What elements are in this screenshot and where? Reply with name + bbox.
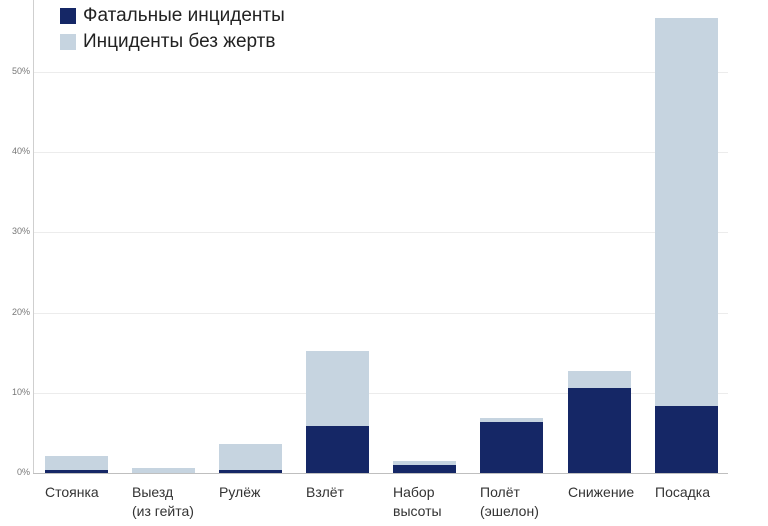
bar-segment-nonfatal — [219, 444, 282, 470]
x-tick-label: Взлёт — [306, 484, 344, 500]
bar-segment-fatal — [480, 422, 543, 473]
x-tick-label: Выезд (из гейта) — [132, 484, 194, 519]
x-tick-label: Снижение — [568, 484, 635, 500]
x-tick-label: Набор высоты — [393, 484, 442, 519]
legend-swatch-nonfatal — [60, 34, 76, 50]
bar-segment-nonfatal — [655, 18, 718, 406]
x-tick-label: Посадка — [655, 484, 711, 500]
bar-segment-nonfatal — [45, 456, 108, 470]
y-tick-label: 20% — [11, 306, 30, 317]
bar-segment-nonfatal — [132, 468, 195, 473]
bar-segment-nonfatal — [306, 351, 369, 426]
bar-segment-fatal — [393, 464, 456, 473]
bar-segment-nonfatal — [480, 418, 543, 423]
gridline — [34, 312, 728, 314]
bar-segment-nonfatal — [568, 371, 631, 388]
y-tick-label: 40% — [11, 146, 30, 157]
x-tick-label: Рулёж — [219, 484, 261, 500]
y-tick-label: 10% — [11, 386, 30, 397]
bar-segment-fatal — [306, 425, 369, 473]
legend-item-nonfatal: Инциденты без жертв — [60, 29, 285, 55]
x-tick-label: Стоянка — [45, 484, 99, 500]
gridline — [34, 392, 728, 394]
y-tick-label: 30% — [11, 226, 30, 237]
gridline — [34, 72, 728, 73]
y-axis — [33, 0, 34, 474]
gridline — [34, 232, 728, 234]
gridline — [34, 152, 728, 154]
legend-swatch-fatal — [60, 8, 76, 24]
bar-segment-fatal — [655, 405, 718, 473]
y-tick-label: 0% — [16, 467, 30, 477]
legend-label-nonfatal: Инциденты без жертв — [83, 31, 276, 52]
legend-label-fatal: Фатальные инциденты — [83, 5, 285, 26]
bar-segment-fatal — [45, 469, 108, 473]
legend-item-fatal: Фатальные инциденты — [60, 3, 285, 29]
x-axis — [33, 473, 728, 474]
bar-segment-fatal — [568, 387, 631, 473]
bar-segment-fatal — [219, 469, 282, 473]
legend: Фатальные инциденты Инциденты без жертв — [60, 3, 285, 55]
x-tick-label: Полёт (эшелон) — [480, 484, 539, 519]
y-tick-label: 50% — [11, 66, 30, 76]
bar-segment-nonfatal — [393, 460, 456, 465]
